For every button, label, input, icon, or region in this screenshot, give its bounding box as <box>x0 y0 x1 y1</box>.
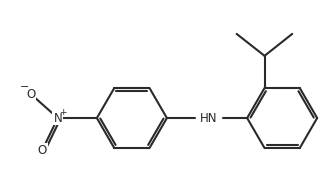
Text: O: O <box>26 88 36 100</box>
Text: N: N <box>53 112 62 125</box>
Text: O: O <box>38 144 47 157</box>
Text: +: + <box>59 107 67 117</box>
Text: −: − <box>19 82 29 92</box>
Text: HN: HN <box>200 112 218 125</box>
